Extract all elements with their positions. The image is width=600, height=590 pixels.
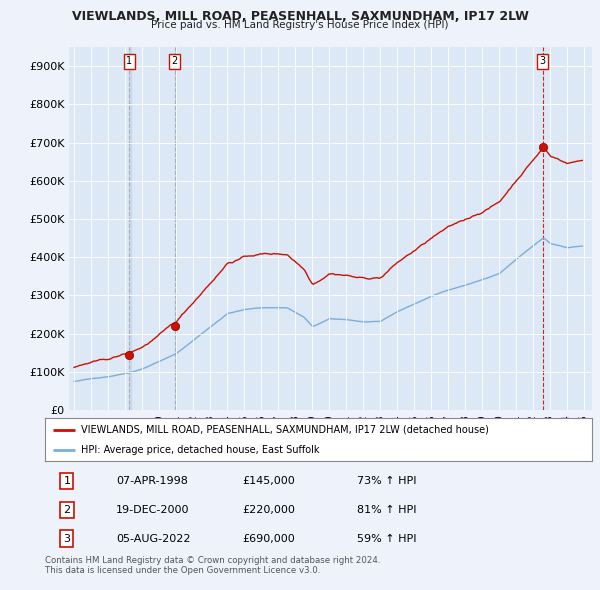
- Bar: [130, 47, 131, 410]
- Text: VIEWLANDS, MILL ROAD, PEASENHALL, SAXMUNDHAM, IP17 2LW (detached house): VIEWLANDS, MILL ROAD, PEASENHALL, SAXMUN…: [80, 425, 488, 435]
- Text: 3: 3: [539, 56, 546, 66]
- Text: 19-DEC-2000: 19-DEC-2000: [116, 505, 190, 514]
- Text: 1: 1: [64, 476, 70, 486]
- Text: £145,000: £145,000: [242, 476, 295, 486]
- Text: 2: 2: [172, 56, 178, 66]
- Text: VIEWLANDS, MILL ROAD, PEASENHALL, SAXMUNDHAM, IP17 2LW: VIEWLANDS, MILL ROAD, PEASENHALL, SAXMUN…: [71, 10, 529, 23]
- Text: 73% ↑ HPI: 73% ↑ HPI: [357, 476, 416, 486]
- Text: 07-APR-1998: 07-APR-1998: [116, 476, 188, 486]
- Bar: [175, 47, 176, 410]
- Text: HPI: Average price, detached house, East Suffolk: HPI: Average price, detached house, East…: [80, 445, 319, 455]
- Text: 2: 2: [64, 505, 70, 514]
- Text: 81% ↑ HPI: 81% ↑ HPI: [357, 505, 416, 514]
- Text: Price paid vs. HM Land Registry's House Price Index (HPI): Price paid vs. HM Land Registry's House …: [151, 20, 449, 30]
- Text: 1: 1: [126, 56, 133, 66]
- Text: £690,000: £690,000: [242, 533, 295, 543]
- Text: 05-AUG-2022: 05-AUG-2022: [116, 533, 191, 543]
- Text: 59% ↑ HPI: 59% ↑ HPI: [357, 533, 416, 543]
- Text: £220,000: £220,000: [242, 505, 295, 514]
- Text: Contains HM Land Registry data © Crown copyright and database right 2024.
This d: Contains HM Land Registry data © Crown c…: [45, 556, 380, 575]
- Text: 3: 3: [64, 533, 70, 543]
